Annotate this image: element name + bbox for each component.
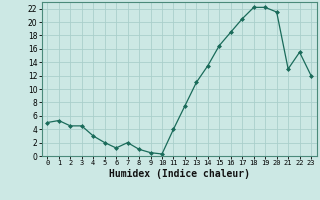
X-axis label: Humidex (Indice chaleur): Humidex (Indice chaleur) [109,169,250,179]
